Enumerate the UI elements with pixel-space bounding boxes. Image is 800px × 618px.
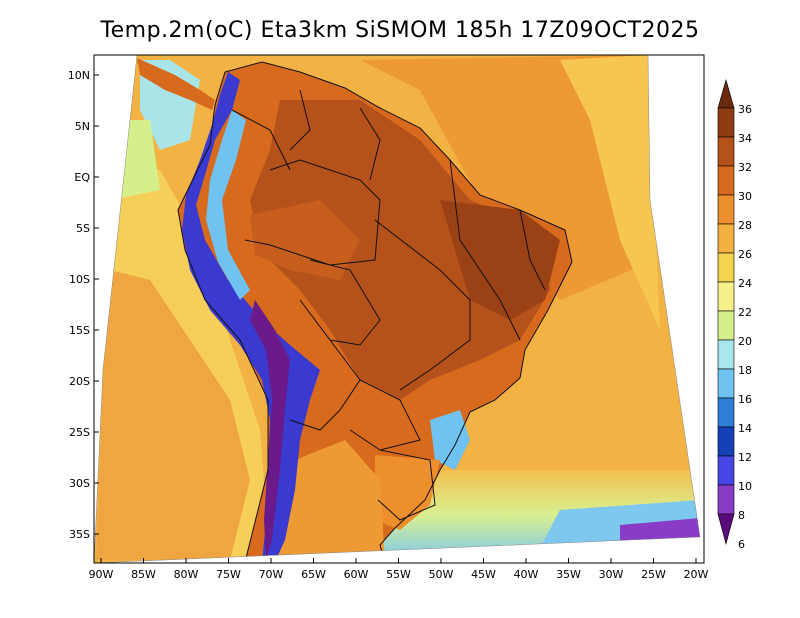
south-atlantic-coldest (620, 518, 700, 543)
colorbar-swatch (717, 368, 735, 399)
colorbar-label: 10 (738, 480, 752, 493)
latitude-tick-label: 15S (69, 324, 90, 337)
atlantic-east-area (560, 55, 660, 330)
longitude-tick-label: 75W (216, 568, 241, 581)
colorbar-swatch (717, 310, 735, 341)
colorbar-label: 18 (738, 364, 752, 377)
colorbar-bottom-arrow (717, 513, 735, 546)
amazon-warm (250, 200, 360, 280)
longitude-tick-label: 70W (259, 568, 284, 581)
southeast-cool (430, 410, 470, 470)
longitude-tick-label: 90W (89, 568, 114, 581)
longitude-tick-label: 35W (556, 568, 581, 581)
latitude-tick-label: 5S (76, 222, 90, 235)
latitude-tick-label: 35S (69, 528, 90, 541)
colorbar-label: 34 (738, 132, 752, 145)
colorbar-swatch (717, 281, 735, 312)
colorbar-swatch (717, 165, 735, 196)
colorbar-top-arrow (717, 78, 735, 109)
latitude-tick-label: 20S (69, 375, 90, 388)
colorbar-swatch (717, 194, 735, 225)
colorbar: 36 34 32 30 28 26 24 22 20 18 16 14 12 10 8 6 (717, 78, 752, 551)
longitude-tick-label: 60W (344, 568, 369, 581)
brazil-hot-interior (250, 100, 550, 400)
latitude-tick-label: 30S (69, 477, 90, 490)
colorbar-swatch (717, 426, 735, 457)
pacific-offshore-warm (96, 270, 250, 560)
colorbar-swatch (717, 136, 735, 167)
colorbar-swatch (717, 397, 735, 428)
map-field (94, 55, 700, 563)
colorbar-label: 12 (738, 451, 752, 464)
longitude-tick-label: 45W (471, 568, 496, 581)
colorbar-swatch (717, 484, 735, 515)
brazil-northeast-hot (440, 200, 560, 320)
map-title: Temp.2m(oC) Eta3km SiSMOM 185h 17Z09OCT2… (100, 18, 700, 43)
andes-peaks (250, 300, 290, 560)
colorbar-swatch (717, 455, 735, 486)
colorbar-swatch (717, 339, 735, 370)
colorbar-label: 24 (738, 277, 752, 290)
longitude-tick-label: 55W (386, 568, 411, 581)
colorbar-label: 26 (738, 248, 752, 261)
latitude-tick-label: 10S (69, 273, 90, 286)
longitude-tick-label: 50W (429, 568, 454, 581)
latitude-tick-label: 5N (75, 120, 90, 133)
colorbar-label: 32 (738, 161, 752, 174)
colorbar-swatch (717, 223, 735, 254)
colorbar-label: 36 (738, 103, 752, 116)
country-borders (177, 61, 573, 563)
andes-mid-slope (206, 110, 250, 300)
colorbar-label: 28 (738, 219, 752, 232)
longitude-tick-label: 30W (599, 568, 624, 581)
central-america-land (137, 58, 215, 110)
colorbar-label: 6 (738, 538, 745, 551)
longitude-tick-label: 65W (301, 568, 326, 581)
longitude-tick-label: 25W (641, 568, 666, 581)
longitude-tick-label: 40W (514, 568, 539, 581)
longitude-tick-label: 20W (684, 568, 709, 581)
colorbar-label: 16 (738, 393, 752, 406)
colorbar-label: 20 (738, 335, 752, 348)
latitude-tick-label: 25S (69, 426, 90, 439)
latitude-tick-label: 10N (68, 69, 90, 82)
longitude-tick-label: 85W (131, 568, 156, 581)
latitude-tick-label: EQ (74, 171, 90, 184)
colorbar-label: 14 (738, 422, 752, 435)
colorbar-label: 22 (738, 306, 752, 319)
colorbar-swatch (717, 252, 735, 283)
latitude-axis: 10N 5N EQ 5S 10S 15S 20S 25S 30S 35S (68, 69, 99, 541)
longitude-axis: 90W 85W 80W 75W 70W 65W 60W 55W 50W 45W 40W 35W 30W 2… (89, 558, 709, 581)
colorbar-label: 8 (738, 509, 745, 522)
pacific-mild-patch (100, 120, 160, 200)
colorbar-swatch (717, 107, 735, 138)
atlantic-warm-area (360, 55, 655, 300)
colorbar-label: 30 (738, 190, 752, 203)
longitude-tick-label: 80W (174, 568, 199, 581)
south-brazil-warm (375, 455, 440, 530)
